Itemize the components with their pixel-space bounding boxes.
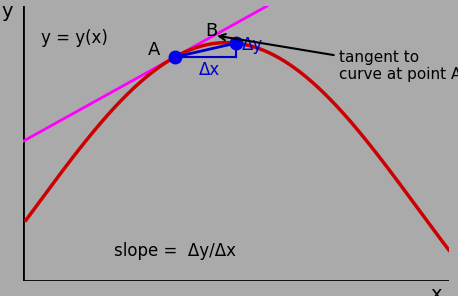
- Text: A: A: [147, 41, 160, 59]
- Text: tangent to
curve at point A: tangent to curve at point A: [219, 34, 458, 82]
- Text: y = y(x): y = y(x): [41, 29, 108, 47]
- Text: x: x: [431, 284, 442, 296]
- Text: B: B: [206, 22, 218, 40]
- Text: slope =  Δy/Δx: slope = Δy/Δx: [114, 242, 236, 260]
- Text: Δy: Δy: [242, 36, 263, 54]
- Text: y: y: [2, 2, 13, 21]
- Text: Δx: Δx: [199, 61, 221, 79]
